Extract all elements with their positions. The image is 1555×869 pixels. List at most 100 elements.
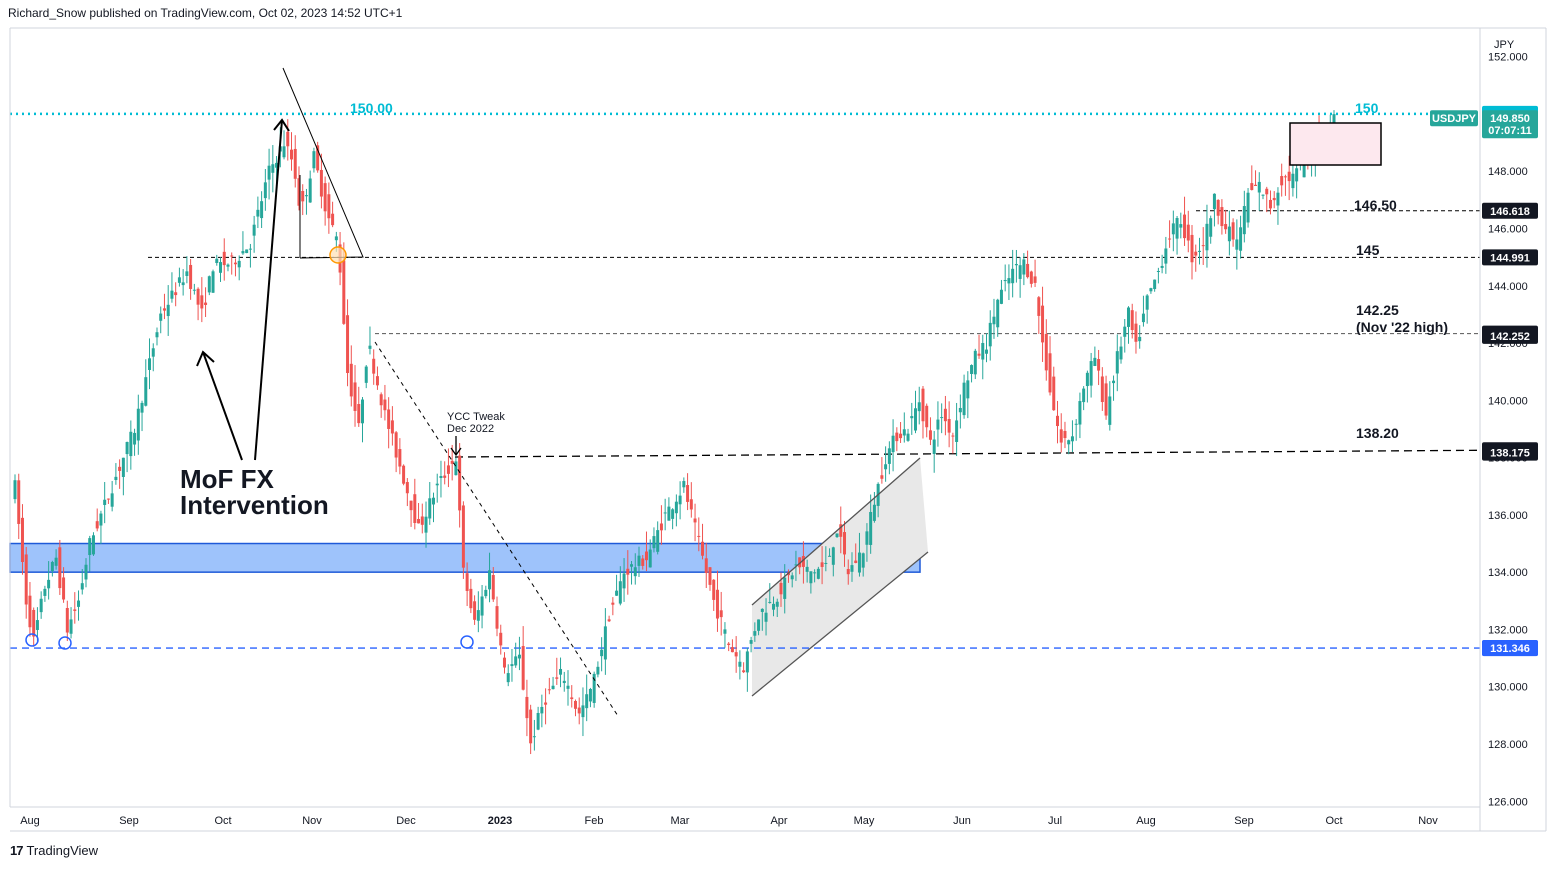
candle-body xyxy=(686,485,690,502)
candle-body xyxy=(738,661,742,667)
candle-body xyxy=(1197,250,1201,252)
candle-body xyxy=(54,557,58,566)
candle-body xyxy=(674,501,678,514)
candle-body xyxy=(293,148,297,179)
candle-body xyxy=(405,482,409,494)
candle-body xyxy=(790,575,794,580)
candle-body xyxy=(77,600,81,607)
candle-body xyxy=(820,562,824,567)
candle-body xyxy=(342,260,346,324)
candle-body xyxy=(1078,401,1082,425)
candle-body xyxy=(846,568,850,575)
candle-body xyxy=(992,316,996,325)
candle-body xyxy=(319,169,323,197)
candle-body xyxy=(394,432,398,458)
support-touch-marker xyxy=(25,633,39,647)
y-tick-label: 132.000 xyxy=(1488,624,1528,636)
candle-body xyxy=(73,609,77,611)
candle-body xyxy=(28,595,32,628)
price-tag-text: 131.346 xyxy=(1490,643,1530,655)
y-tick-label: 136.000 xyxy=(1488,510,1528,522)
candle-body xyxy=(1070,436,1074,442)
candle-body xyxy=(1014,264,1018,266)
label-nov-22-high: (Nov '22 high) xyxy=(1356,319,1448,335)
candle-body xyxy=(831,547,835,565)
candle-body xyxy=(424,516,428,533)
candle-body xyxy=(577,707,581,714)
candle-body xyxy=(1119,346,1123,360)
y-tick-label: 140.000 xyxy=(1488,395,1528,407)
x-tick-label: Oct xyxy=(214,815,231,827)
candle-body xyxy=(502,657,506,668)
candle-body xyxy=(118,466,122,471)
reversal-marker-orange xyxy=(329,246,347,264)
candle-body xyxy=(966,380,970,399)
candle-body xyxy=(514,656,518,666)
candle-body xyxy=(1037,297,1041,316)
candle-body xyxy=(779,582,783,595)
candle-body xyxy=(1227,226,1231,242)
candle-body xyxy=(633,567,637,577)
ycc-annotation-line1: YCC Tweak xyxy=(447,411,505,423)
candle-body xyxy=(742,670,746,673)
candle-body xyxy=(745,651,749,673)
candle-body xyxy=(775,601,779,607)
candle-body xyxy=(697,535,701,537)
x-tick-label: Feb xyxy=(585,815,604,827)
annotation-text-layer: 150.00 150 146.50 145 142.25(Nov '22 high) 13… xyxy=(180,100,1448,520)
y-tick-label: 134.000 xyxy=(1488,567,1528,579)
candle-body xyxy=(1231,222,1235,240)
candle-body xyxy=(801,555,805,567)
candle-body xyxy=(219,262,223,273)
candle-body xyxy=(970,365,974,374)
candle-body xyxy=(1175,218,1179,239)
candle-body xyxy=(286,131,290,147)
candle-body xyxy=(398,449,402,467)
candle-body xyxy=(749,640,753,644)
candle-body xyxy=(630,564,634,567)
candle-body xyxy=(488,570,492,590)
candle-body xyxy=(476,610,480,621)
candle-body xyxy=(196,288,200,305)
candle-body xyxy=(600,649,604,657)
candle-body xyxy=(248,248,252,250)
candle-body xyxy=(510,664,514,667)
candle-body xyxy=(618,581,622,604)
channel-upper-line xyxy=(751,457,921,606)
candle-body xyxy=(1295,168,1299,182)
candle-body xyxy=(753,631,757,636)
candle-body xyxy=(133,432,137,445)
candle-body xyxy=(461,505,465,568)
intervention-arrowhead-1 xyxy=(196,350,215,367)
candle-body xyxy=(1126,307,1130,327)
label-150-right: 150 xyxy=(1355,100,1379,116)
candle-body xyxy=(1205,223,1209,251)
candle-body xyxy=(611,602,615,605)
y-tick-label: 152.000 xyxy=(1488,52,1528,64)
candle-body xyxy=(581,705,585,718)
candle-body xyxy=(334,236,338,241)
intervention-arrow-1 xyxy=(202,351,243,461)
tradingview-brand: TradingView xyxy=(26,843,99,858)
candle-body xyxy=(35,620,39,630)
candle-body xyxy=(988,322,992,347)
candle-body xyxy=(185,271,189,276)
candle-body xyxy=(1108,396,1112,425)
candle-body xyxy=(346,315,350,374)
candle-body xyxy=(387,409,391,429)
candle-body xyxy=(656,530,660,552)
x-tick-label: Apr xyxy=(770,815,787,827)
candle-body xyxy=(891,435,895,453)
publisher-header: Richard_Snow published on TradingView.co… xyxy=(8,6,403,20)
tradingview-footer[interactable]: 17 TradingView xyxy=(10,843,98,858)
price-tag-text: 146.618 xyxy=(1490,206,1530,218)
candle-body xyxy=(417,518,421,524)
x-tick-label: Mar xyxy=(671,815,690,827)
price-tag-text: 142.252 xyxy=(1490,331,1530,343)
candle-body xyxy=(148,358,152,370)
candle-body xyxy=(644,551,648,561)
candle-body xyxy=(708,567,712,585)
candle-body xyxy=(435,483,439,486)
candle-body xyxy=(850,565,854,572)
